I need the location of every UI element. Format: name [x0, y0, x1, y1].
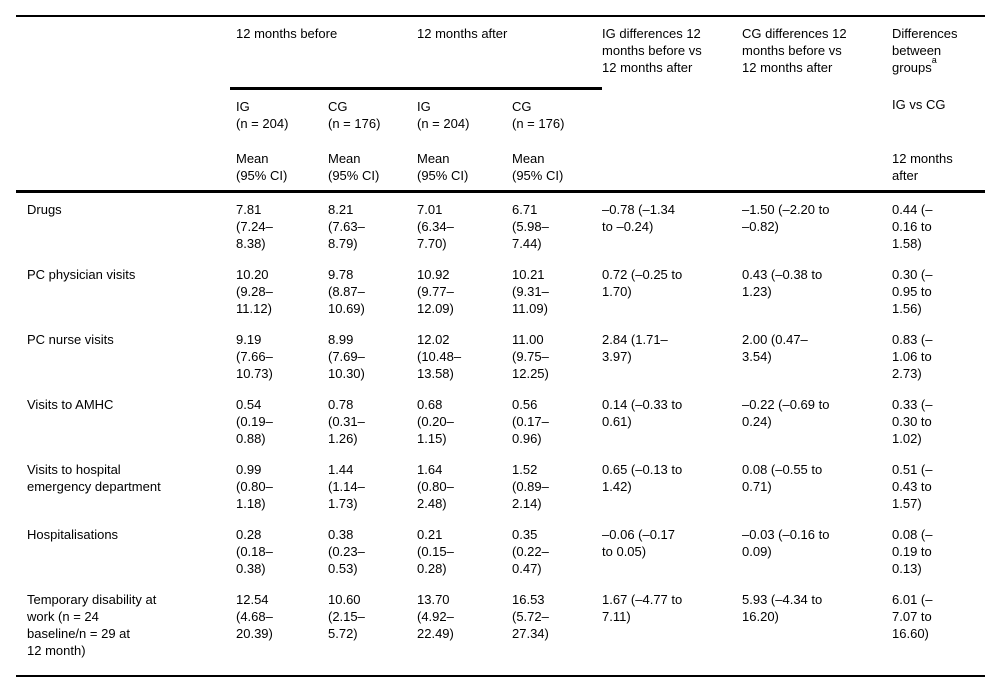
cell-cg-before-mean: 8.99 (7.69– 10.30): [328, 331, 365, 381]
cell-cg-difference: 5.93 (–4.34 to 16.20): [742, 582, 893, 677]
cell-ig-after-mean: 7.01 (6.34– 7.70): [417, 201, 454, 251]
cell-cg-before-mean: 10.60 (2.15– 5.72): [328, 582, 417, 677]
header-ig-before: IG (n = 204): [236, 98, 289, 131]
row-hospital-emergency-visits: Visits to hospital emergency department …: [16, 453, 985, 518]
row-label: Temporary disability at work (n = 24 bas…: [16, 582, 230, 677]
cell-cg-before-mean: 8.21 (7.63– 8.79): [328, 201, 365, 251]
table-header: 12 months before 12 months after IG diff…: [16, 15, 986, 193]
differences-between-groups-label: Differences between groups: [892, 26, 958, 75]
cell-cg-before-mean: 9.78 (8.87– 10.69): [328, 266, 365, 316]
paper-table-page: 12 months before 12 months after IG diff…: [0, 15, 1000, 692]
cell-ig-difference: –0.06 (–0.17 to 0.05): [602, 526, 676, 559]
cell-cg-difference: –1.50 (–2.20 to –0.82): [742, 201, 830, 234]
header-row-groups: 12 months before 12 months after IG diff…: [16, 15, 986, 193]
footnote-marker-a: a: [931, 54, 937, 65]
cell-cg-after-mean: 6.71 (5.98– 7.44): [512, 201, 549, 251]
cell-ig-after-mean: 10.92 (9.77– 12.09): [417, 266, 454, 316]
cell-cg-after-mean: 11.00 (9.75– 12.25): [512, 331, 549, 381]
cell-ig-before-mean: 9.19 (7.66– 10.73): [236, 331, 273, 381]
row-label: Visits to hospital emergency department: [27, 461, 161, 494]
header-ig-differences: IG differences 12 months before vs 12 mo…: [602, 15, 743, 193]
header-row-subgroups: IG (n = 204) CG (n = 176) IG (n = 204) C…: [16, 88, 985, 142]
cell-ig-after-mean: 12.02 (10.48– 13.58): [417, 331, 462, 381]
header-differences-between-groups: Differences between groupsa: [892, 15, 986, 88]
row-label: Visits to AMHC: [27, 396, 114, 412]
cell-ig-difference: 0.72 (–0.25 to 1.70): [602, 266, 683, 299]
cell-ig-difference: 0.65 (–0.13 to 1.42): [602, 461, 683, 494]
row-label: Hospitalisations: [27, 526, 119, 542]
header-cg-after: CG (n = 176): [512, 98, 565, 131]
header-mean-ci-3: Mean (95% CI): [417, 141, 512, 193]
cell-cg-before-mean: 0.38 (0.23– 0.53): [328, 526, 365, 576]
cell-ig-after-mean: 0.68 (0.20– 1.15): [417, 396, 454, 446]
cell-ig-after-mean: 1.64 (0.80– 2.48): [417, 461, 454, 511]
row-temporary-disability: Temporary disability at work (n = 24 bas…: [16, 582, 986, 677]
header-empty-cell: [16, 15, 230, 193]
header-ig-vs-cg: IG vs CG: [892, 97, 946, 112]
cell-cg-difference: –0.03 (–0.16 to 0.09): [742, 526, 830, 559]
cell-group-difference: 0.30 (– 0.95 to 1.56): [892, 266, 933, 316]
cell-group-difference: 0.83 (– 1.06 to 2.73): [892, 331, 933, 381]
row-hospitalisations: Hospitalisations 0.28 (0.18– 0.38) 0.38 …: [16, 518, 985, 583]
cell-ig-difference: 1.67 (–4.77 to 7.11): [602, 582, 743, 677]
cell-ig-before-mean: 12.54 (4.68– 20.39): [230, 582, 328, 677]
cell-cg-after-mean: 0.56 (0.17– 0.96): [512, 396, 549, 446]
header-mean-ci-1: Mean (95% CI): [230, 141, 328, 193]
cell-cg-after-mean: 0.35 (0.22– 0.47): [512, 526, 549, 576]
header-cg-differences: CG differences 12 months before vs 12 mo…: [742, 15, 893, 193]
header-ig-after: IG (n = 204): [417, 98, 470, 131]
cell-ig-difference: 2.84 (1.71– 3.97): [602, 331, 668, 364]
header-row-measures: Mean (95% CI) Mean (95% CI) Mean (95% CI…: [16, 141, 986, 193]
table-body: Drugs 7.81 (7.24– 8.38) 8.21 (7.63– 8.79…: [16, 191, 986, 677]
header-group-before: 12 months before: [230, 15, 417, 90]
cell-ig-after-mean: 13.70 (4.92– 22.49): [417, 582, 512, 677]
cell-ig-before-mean: 7.81 (7.24– 8.38): [236, 201, 273, 251]
row-pc-physician-visits: PC physician visits 10.20 (9.28– 11.12) …: [16, 258, 985, 323]
cell-group-difference: 0.33 (– 0.30 to 1.02): [892, 396, 933, 446]
cell-cg-difference: 0.08 (–0.55 to 0.71): [742, 461, 823, 494]
cell-cg-after-mean: 16.53 (5.72– 27.34): [512, 582, 603, 677]
row-drugs: Drugs 7.81 (7.24– 8.38) 8.21 (7.63– 8.79…: [16, 191, 985, 258]
cell-ig-before-mean: 0.28 (0.18– 0.38): [236, 526, 273, 576]
header-mean-ci-4: Mean (95% CI): [512, 141, 603, 193]
cell-ig-before-mean: 0.54 (0.19– 0.88): [236, 396, 273, 446]
cell-group-difference: 0.51 (– 0.43 to 1.57): [892, 461, 933, 511]
outcomes-table: 12 months before 12 months after IG diff…: [16, 15, 986, 677]
row-label: PC physician visits: [27, 266, 136, 282]
cell-group-difference: 0.44 (– 0.16 to 1.58): [892, 201, 933, 251]
row-label: PC nurse visits: [27, 331, 114, 347]
header-cg-before: CG (n = 176): [328, 98, 381, 131]
cell-cg-difference: –0.22 (–0.69 to 0.24): [742, 396, 830, 429]
cell-cg-difference: 2.00 (0.47– 3.54): [742, 331, 808, 364]
cell-ig-difference: –0.78 (–1.34 to –0.24): [602, 201, 676, 234]
cell-group-difference: 6.01 (– 7.07 to 16.60): [892, 582, 986, 677]
row-label: Drugs: [27, 201, 62, 217]
cell-ig-after-mean: 0.21 (0.15– 0.28): [417, 526, 454, 576]
row-pc-nurse-visits: PC nurse visits 9.19 (7.66– 10.73) 8.99 …: [16, 323, 985, 388]
row-visits-to-amhc: Visits to AMHC 0.54 (0.19– 0.88) 0.78 (0…: [16, 388, 985, 453]
cell-ig-before-mean: 10.20 (9.28– 11.12): [236, 266, 273, 316]
cell-cg-after-mean: 1.52 (0.89– 2.14): [512, 461, 549, 511]
cell-group-difference: 0.08 (– 0.19 to 0.13): [892, 526, 933, 576]
header-mean-ci-2: Mean (95% CI): [328, 141, 417, 193]
cell-cg-before-mean: 0.78 (0.31– 1.26): [328, 396, 365, 446]
cell-cg-difference: 0.43 (–0.38 to 1.23): [742, 266, 823, 299]
cell-cg-after-mean: 10.21 (9.31– 11.09): [512, 266, 549, 316]
header-12-months-after: 12 months after: [892, 141, 986, 193]
header-group-after: 12 months after: [417, 15, 603, 90]
cell-cg-before-mean: 1.44 (1.14– 1.73): [328, 461, 365, 511]
cell-ig-difference: 0.14 (–0.33 to 0.61): [602, 396, 683, 429]
cell-ig-before-mean: 0.99 (0.80– 1.18): [236, 461, 273, 511]
